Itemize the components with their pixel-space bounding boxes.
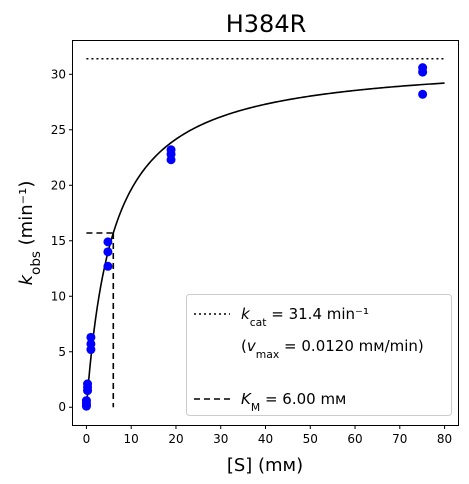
data-point — [83, 379, 93, 389]
x-tick-label: 80 — [437, 432, 452, 446]
x-tick-label: 30 — [213, 432, 228, 446]
y-tick-label: 0 — [58, 400, 66, 414]
x-tick-label: 60 — [347, 432, 362, 446]
x-tick-label: 70 — [392, 432, 407, 446]
y-tick-label: 10 — [51, 289, 66, 303]
legend-km-label: KM = 6.00 mм — [241, 390, 346, 414]
data-points — [81, 63, 428, 411]
y-tick-label: 5 — [58, 345, 66, 359]
data-point — [166, 145, 176, 155]
x-tick-label: 40 — [258, 432, 273, 446]
y-tick-label: 15 — [51, 234, 66, 248]
y-tick-label: 30 — [51, 67, 66, 81]
fit-curve — [85, 82, 445, 408]
reference-lines — [86, 57, 445, 408]
x-tick-label: 50 — [303, 432, 318, 446]
x-tick-label: 20 — [168, 432, 183, 446]
x-tick-label: 0 — [83, 432, 91, 446]
legend: kcat = 31.4 min⁻¹ (vmax = 0.0120 mм/min)… — [186, 294, 452, 416]
y-tick-label: 20 — [51, 178, 66, 192]
y-tick-label: 25 — [51, 123, 66, 137]
y-axis: 0 5 10 15 20 25 30 — [51, 67, 73, 414]
x-axis-label: [S] (mм) — [227, 455, 303, 476]
data-point — [86, 339, 96, 349]
data-point — [81, 396, 91, 406]
data-point — [103, 247, 113, 257]
data-point — [418, 63, 428, 73]
legend-kcat-label: kcat = 31.4 min⁻¹ — [241, 305, 369, 329]
x-axis: 0 10 20 30 40 50 60 70 80 — [83, 425, 452, 446]
data-point — [103, 237, 113, 247]
y-axis-label: kobs (min⁻¹) — [16, 181, 44, 286]
data-point — [86, 332, 96, 342]
data-point — [103, 261, 113, 271]
x-tick-label: 10 — [124, 432, 139, 446]
data-point — [418, 89, 428, 99]
chart-title: H384R — [226, 10, 307, 38]
legend-box — [186, 294, 452, 416]
legend-vmax-label: (vmax = 0.0120 mм/min) — [241, 337, 424, 361]
